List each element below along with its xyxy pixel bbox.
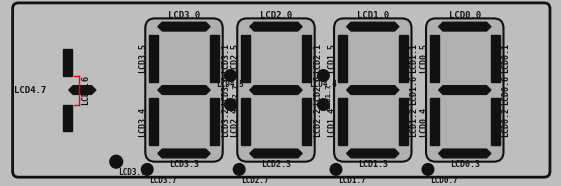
Polygon shape bbox=[302, 98, 311, 145]
Text: LCD1.7: LCD1.7 bbox=[338, 176, 366, 185]
Ellipse shape bbox=[330, 164, 342, 175]
Polygon shape bbox=[63, 105, 72, 131]
Text: LCD0.7: LCD0.7 bbox=[430, 176, 458, 185]
Polygon shape bbox=[158, 22, 210, 31]
Text: LCD1.4: LCD1.4 bbox=[327, 107, 336, 137]
Polygon shape bbox=[149, 35, 158, 82]
Text: LCD2.7: LCD2.7 bbox=[232, 83, 238, 109]
Text: LCD2.4: LCD2.4 bbox=[230, 107, 239, 137]
FancyBboxPatch shape bbox=[145, 18, 223, 162]
Polygon shape bbox=[347, 86, 399, 94]
Text: LCD0.4: LCD0.4 bbox=[419, 107, 428, 137]
Text: LCD2.2: LCD2.2 bbox=[313, 107, 322, 137]
Polygon shape bbox=[347, 22, 399, 31]
Text: LCD3.4: LCD3.4 bbox=[138, 107, 147, 137]
Ellipse shape bbox=[233, 164, 245, 175]
Text: LCD1.2: LCD1.2 bbox=[410, 107, 419, 137]
Text: LCD4.4: LCD4.4 bbox=[310, 80, 337, 89]
Polygon shape bbox=[399, 35, 408, 82]
Polygon shape bbox=[439, 22, 491, 31]
Text: LCD2.6: LCD2.6 bbox=[313, 75, 322, 105]
Polygon shape bbox=[302, 35, 311, 82]
Ellipse shape bbox=[224, 99, 236, 110]
Text: LCD0.3: LCD0.3 bbox=[450, 160, 480, 169]
Polygon shape bbox=[158, 86, 210, 94]
Text: LCD1.7: LCD1.7 bbox=[325, 83, 332, 109]
Polygon shape bbox=[338, 35, 347, 82]
Text: LCD0.2: LCD0.2 bbox=[502, 107, 511, 137]
Polygon shape bbox=[250, 22, 302, 31]
Text: LCD2.5: LCD2.5 bbox=[230, 43, 239, 73]
Text: LCD3.5: LCD3.5 bbox=[138, 43, 147, 73]
Ellipse shape bbox=[318, 99, 329, 110]
Ellipse shape bbox=[110, 155, 123, 168]
Text: LCD4.5: LCD4.5 bbox=[217, 80, 245, 89]
Polygon shape bbox=[241, 98, 250, 145]
Ellipse shape bbox=[422, 164, 434, 175]
Polygon shape bbox=[347, 149, 399, 158]
Text: LCD0.0: LCD0.0 bbox=[449, 11, 481, 20]
Text: LCD3.6: LCD3.6 bbox=[221, 75, 230, 105]
Text: LCD1.3: LCD1.3 bbox=[358, 160, 388, 169]
Ellipse shape bbox=[224, 70, 236, 81]
Text: LCD0.1: LCD0.1 bbox=[502, 43, 511, 73]
Text: LCD3.1: LCD3.1 bbox=[221, 43, 230, 73]
Ellipse shape bbox=[141, 164, 153, 175]
Polygon shape bbox=[241, 35, 250, 82]
Text: LCD0.5: LCD0.5 bbox=[419, 43, 428, 73]
FancyBboxPatch shape bbox=[334, 18, 412, 162]
Text: LCD1.5: LCD1.5 bbox=[327, 43, 336, 73]
Polygon shape bbox=[250, 86, 302, 94]
Polygon shape bbox=[210, 98, 219, 145]
Polygon shape bbox=[63, 49, 72, 76]
Text: LCD2.3: LCD2.3 bbox=[261, 160, 291, 169]
Text: LCD4.6: LCD4.6 bbox=[81, 75, 90, 105]
Polygon shape bbox=[439, 86, 491, 94]
Text: LCD0.6: LCD0.6 bbox=[502, 75, 511, 105]
Polygon shape bbox=[399, 98, 408, 145]
Text: LCD1.1: LCD1.1 bbox=[410, 43, 419, 73]
Polygon shape bbox=[250, 149, 302, 158]
Polygon shape bbox=[430, 98, 439, 145]
Ellipse shape bbox=[318, 70, 329, 81]
Text: LCD3.3: LCD3.3 bbox=[169, 160, 199, 169]
Text: LCD3.0: LCD3.0 bbox=[168, 11, 200, 20]
Polygon shape bbox=[338, 98, 347, 145]
Text: LCD1.0: LCD1.0 bbox=[357, 11, 389, 20]
Text: LCD3.2: LCD3.2 bbox=[221, 107, 230, 137]
Polygon shape bbox=[149, 98, 158, 145]
Polygon shape bbox=[491, 35, 500, 82]
Text: LCD2.0: LCD2.0 bbox=[260, 11, 292, 20]
Text: LCD4.7: LCD4.7 bbox=[14, 86, 47, 94]
Text: LCD3.7: LCD3.7 bbox=[149, 176, 177, 185]
Polygon shape bbox=[491, 98, 500, 145]
FancyBboxPatch shape bbox=[426, 18, 503, 162]
Text: LCD3.7: LCD3.7 bbox=[118, 169, 146, 177]
Polygon shape bbox=[210, 35, 219, 82]
Text: LCD2.1: LCD2.1 bbox=[313, 43, 322, 73]
FancyBboxPatch shape bbox=[237, 18, 315, 162]
Polygon shape bbox=[430, 35, 439, 82]
Text: LCD2.7: LCD2.7 bbox=[241, 176, 269, 185]
Text: LCD1.6: LCD1.6 bbox=[410, 75, 419, 105]
Polygon shape bbox=[158, 149, 210, 158]
Polygon shape bbox=[69, 86, 96, 94]
Polygon shape bbox=[439, 149, 491, 158]
